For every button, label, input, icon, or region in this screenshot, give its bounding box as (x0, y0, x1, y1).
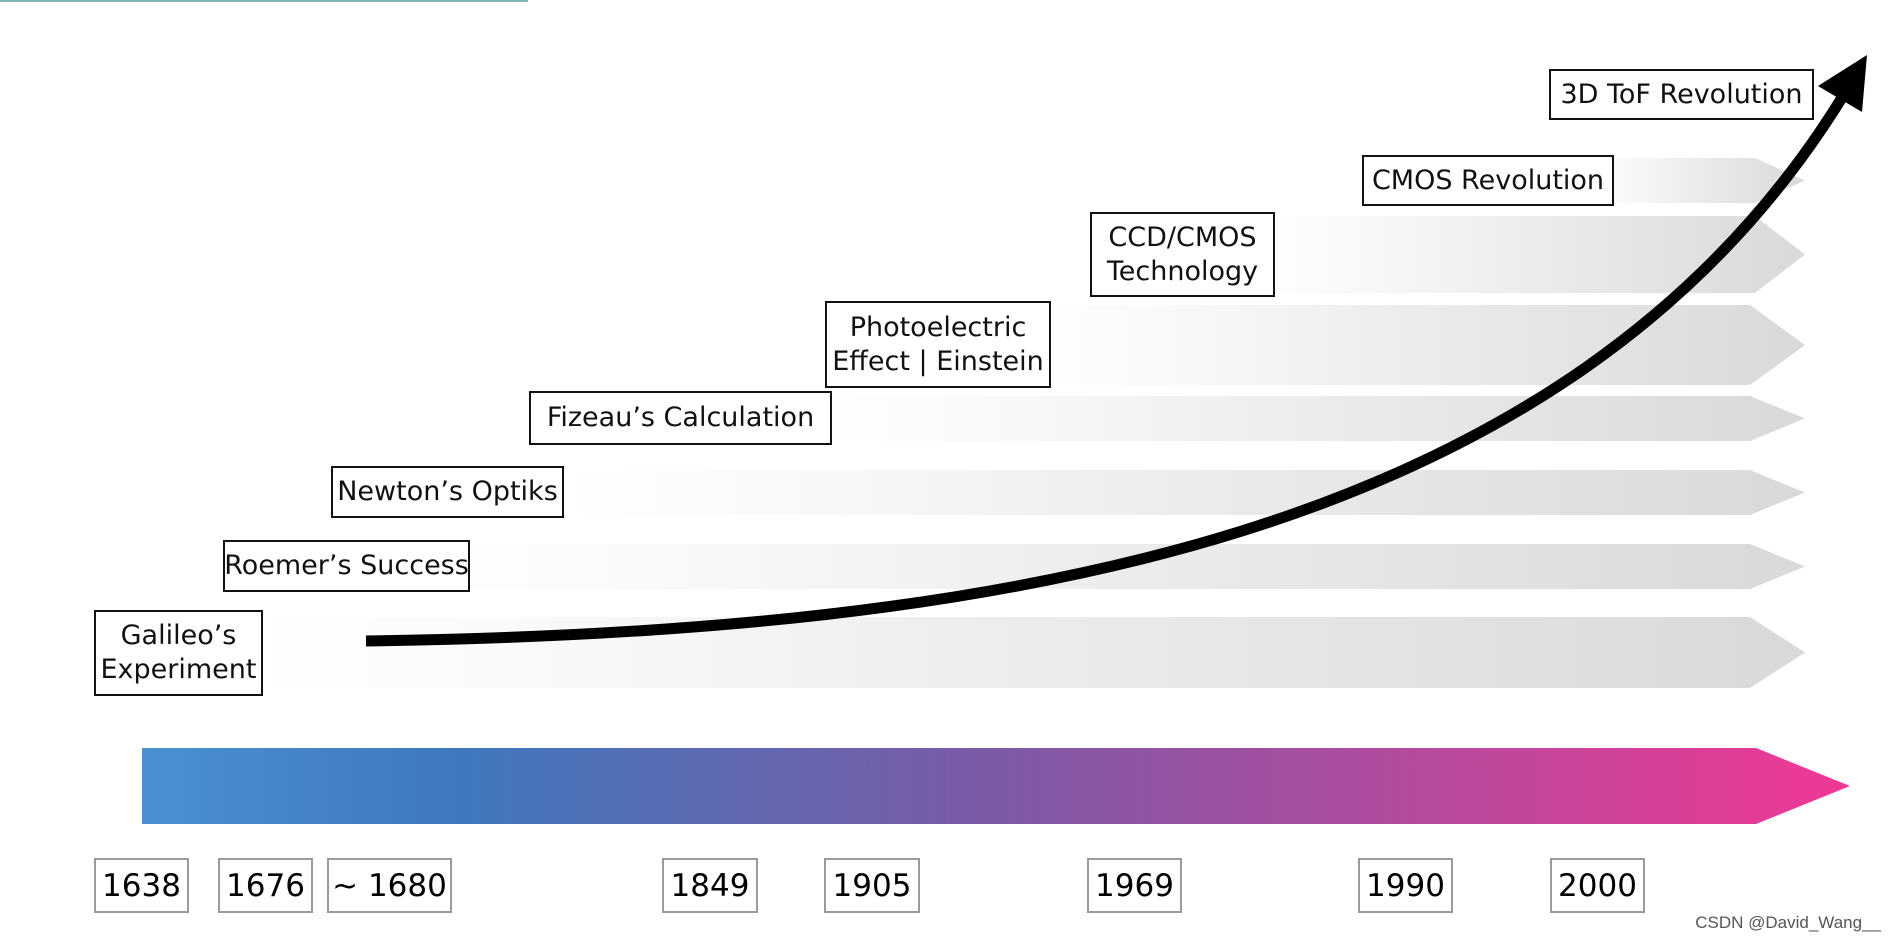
event-newton-label: Newton’s Optiks (337, 476, 558, 507)
year-2000: 2000 (1550, 858, 1645, 913)
band-photoelectric (1020, 305, 1805, 385)
event-photoelectric-line2: Effect | Einstein (832, 345, 1044, 377)
year-1905: 1905 (824, 858, 920, 913)
event-3dtof-label: 3D ToF Revolution (1560, 78, 1803, 110)
event-ccd-cmos: CCD/CMOS Technology (1090, 212, 1275, 297)
timeline-bar (142, 748, 1850, 824)
top-rule (0, 0, 528, 2)
year-1680: ~ 1680 (327, 858, 452, 913)
event-photoelectric-line1: Photoelectric (849, 311, 1027, 343)
event-newton: Newton’s Optiks (331, 466, 564, 518)
event-roemer: Roemer’s Success (223, 540, 470, 592)
event-cmos-label: CMOS Revolution (1371, 164, 1605, 196)
year-1990: 1990 (1358, 858, 1453, 913)
watermark: CSDN @David_Wang__ (1695, 913, 1881, 932)
band-fizeau (810, 396, 1805, 441)
year-1969: 1969 (1087, 858, 1182, 913)
event-ccd-line2: Technology (1106, 255, 1259, 287)
event-photoelectric: Photoelectric Effect | Einstein (825, 301, 1051, 388)
band-roemer (420, 544, 1805, 589)
event-3d-tof: 3D ToF Revolution (1549, 69, 1814, 120)
event-galileo: Galileo’s Experiment (94, 610, 263, 696)
year-1638: 1638 (94, 858, 189, 913)
year-1676: 1676 (218, 858, 313, 913)
event-fizeau: Fizeau’s Calculation (529, 391, 832, 445)
band-galileo (250, 617, 1805, 688)
event-roemer-label: Roemer’s Success (224, 550, 469, 581)
event-ccd-line1: CCD/CMOS (1108, 221, 1257, 253)
band-newton (560, 470, 1805, 515)
event-galileo-line2: Experiment (100, 654, 257, 685)
event-galileo-line1: Galileo’s (120, 620, 237, 651)
event-fizeau-label: Fizeau’s Calculation (546, 402, 815, 433)
band-ccd (1250, 216, 1805, 293)
year-1849: 1849 (662, 858, 758, 913)
event-cmos-revolution: CMOS Revolution (1362, 155, 1614, 206)
